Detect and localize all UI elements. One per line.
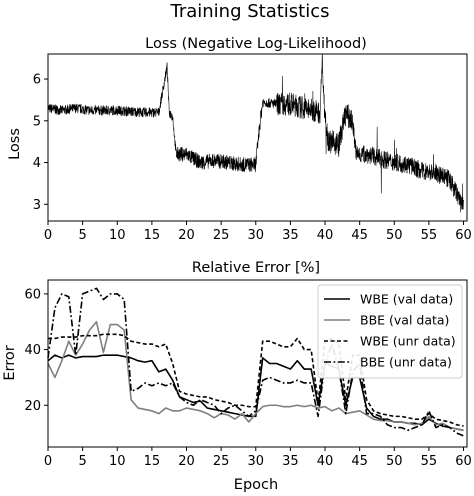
loss-xtick-label: 5: [78, 228, 86, 243]
figure-suptitle: Training Statistics: [169, 1, 329, 22]
error-xtick-label: 60: [455, 454, 472, 469]
error-xlabel: Epoch: [234, 477, 278, 493]
error-series-line-3: [47, 287, 464, 437]
error-xtick-label: 10: [109, 454, 126, 469]
loss-axes-frame: [47, 53, 468, 222]
loss-panel: Loss (Negative Log-Likelihood) Loss 0 5 10…: [7, 36, 472, 243]
loss-xtick-label: 55: [421, 228, 438, 243]
error-xtick-label: 25: [213, 454, 230, 469]
error-panel: Relative Error [%] Error Epoch 0 5 10 15 20 2…: [2, 260, 472, 493]
legend-entry-label: BBE (unr data): [360, 355, 452, 370]
loss-xtick-label: 10: [109, 228, 126, 243]
loss-ytick-label: 4: [33, 156, 41, 171]
loss-xtick-label: 30: [247, 228, 264, 243]
loss-ytick-label: 5: [33, 114, 41, 129]
error-series: [47, 287, 464, 437]
error-title: Relative Error [%]: [192, 260, 320, 276]
error-xtick-label: 30: [247, 454, 264, 469]
error-series-line-1: [47, 320, 464, 432]
error-xtick-label: 5: [78, 454, 86, 469]
error-axes-frame: [47, 279, 468, 448]
error-xtick-label: 0: [44, 454, 52, 469]
error-ytick-label: 40: [24, 343, 41, 358]
loss-ytick-label: 6: [33, 73, 41, 88]
loss-xtick-label: 50: [386, 228, 403, 243]
legend-box: [317, 284, 463, 379]
error-xtick-label: 15: [144, 454, 161, 469]
loss-xtick-label: 20: [178, 228, 195, 243]
legend-entry-label: WBE (unr data): [360, 334, 456, 349]
error-legend: WBE (val data) BBE (val data) WBE (unr dat…: [317, 284, 463, 379]
legend-entry-label: WBE (val data): [360, 292, 453, 307]
loss-xtick-label: 60: [455, 228, 472, 243]
error-xtick-label: 20: [178, 454, 195, 469]
error-ticks: 0 5 10 15 20 25 30 35 40 45 50 55 60 20 40 60: [24, 287, 471, 469]
error-ytick-label: 60: [24, 287, 41, 302]
error-series-line-2: [48, 333, 464, 427]
error-xtick-label: 45: [351, 454, 368, 469]
error-ytick-label: 20: [24, 399, 41, 414]
loss-title: Loss (Negative Log-Likelihood): [145, 36, 367, 52]
loss-ylabel: Loss: [7, 128, 23, 160]
loss-xtick-label: 45: [351, 228, 368, 243]
legend-entry-label: BBE (val data): [360, 313, 449, 328]
loss-xtick-label: 35: [282, 228, 299, 243]
loss-xtick-label: 15: [144, 228, 161, 243]
loss-ytick-label: 3: [33, 198, 41, 213]
loss-xtick-label: 25: [213, 228, 230, 243]
loss-xtick-label: 40: [317, 228, 334, 243]
error-xtick-label: 40: [317, 454, 334, 469]
loss-series-line: [47, 53, 464, 213]
error-ylabel: Error: [2, 345, 18, 380]
error-xtick-label: 50: [386, 454, 403, 469]
loss-series: [47, 53, 464, 213]
error-xtick-label: 55: [421, 454, 438, 469]
loss-xtick-label: 0: [44, 228, 52, 243]
error-xtick-label: 35: [282, 454, 299, 469]
